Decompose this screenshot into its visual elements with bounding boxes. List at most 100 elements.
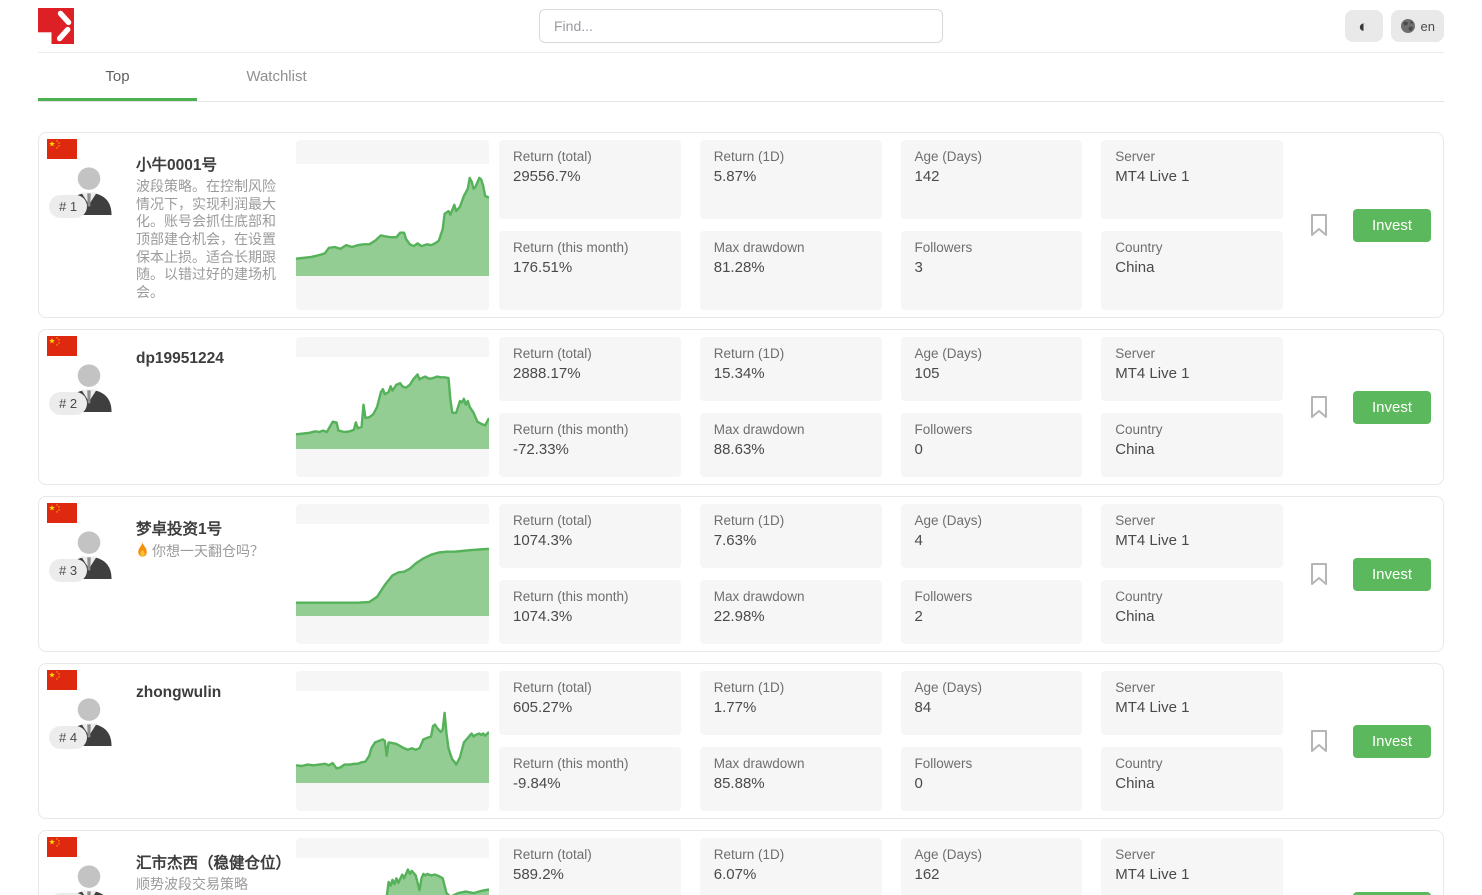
- china-flag-icon: [47, 139, 77, 159]
- stat-max-drawdown: Max drawdown 81.28%: [699, 231, 882, 310]
- stat-return-1d: Return (1D) 6.07%: [699, 838, 882, 895]
- rank-badge: # 3: [49, 559, 88, 582]
- search-input[interactable]: [539, 9, 943, 43]
- tab-top[interactable]: Top: [38, 53, 197, 101]
- stats-grid: Return (total) 29556.7% Return (1D) 5.87% …: [499, 140, 1283, 310]
- trader-name[interactable]: zhongwulin: [136, 684, 222, 701]
- card-actions: Invest: [1293, 664, 1443, 818]
- performance-chart[interactable]: [296, 504, 489, 644]
- chart-plot-area: [296, 523, 489, 616]
- trader-card: # 5 汇市杰西（稳健仓位） 顺势波段交易策略 Return (total)58…: [38, 830, 1444, 895]
- invest-button[interactable]: Invest: [1352, 557, 1431, 591]
- theme-toggle-button[interactable]: ◐: [1344, 10, 1383, 42]
- avatar[interactable]: [61, 861, 117, 895]
- trader-name[interactable]: 梦卓投资1号: [136, 521, 223, 538]
- bookmark-icon[interactable]: [1309, 729, 1329, 753]
- stats-grid: Return (total) 1074.3% Return (1D) 7.63% A…: [499, 504, 1283, 644]
- trader-card: # 4 zhongwulin Return (total) 605.27% Ret…: [38, 663, 1444, 819]
- stat-return-month: Return (this month) 1074.3%: [499, 580, 681, 644]
- header-divider: [38, 52, 1444, 53]
- chart-plot-area: [296, 690, 489, 783]
- stat-return-month: Return (this month) 176.51%: [499, 231, 681, 310]
- search-container: [539, 9, 943, 43]
- performance-chart[interactable]: [296, 671, 489, 811]
- stat-server: Server MT4 Live 1: [1101, 838, 1283, 895]
- stat-return-1d: Return (1D) 15.34%: [699, 337, 882, 401]
- trader-card: # 1 小牛0001号 波段策略。在控制风险情况下，实现利润最大化。账号会抓住底…: [38, 132, 1444, 318]
- stat-country: Country China: [1101, 580, 1283, 644]
- tab-bar: Top Watchlist: [38, 53, 1444, 102]
- top-bar: ◐ en: [0, 0, 1482, 52]
- stat-followers: Followers 0: [900, 413, 1083, 477]
- trader-info: # 3 梦卓投资1号 你想一天翻仓吗？: [39, 497, 296, 651]
- chart-plot-area: [296, 857, 489, 895]
- trader-description: 波段策略。在控制风险情况下，实现利润最大化。账号会抓住底部和顶部建仓机会，在设置…: [136, 178, 276, 300]
- invest-button[interactable]: Invest: [1352, 208, 1431, 242]
- bookmark-icon[interactable]: [1309, 213, 1329, 237]
- trader-name[interactable]: dp19951224: [136, 350, 224, 367]
- stat-return-1d: Return (1D) 5.87%: [699, 140, 882, 219]
- stat-return-total: Return (total) 605.27%: [499, 671, 681, 735]
- bookmark-icon[interactable]: [1309, 395, 1329, 419]
- rank-badge: # 2: [49, 392, 88, 415]
- china-flag-icon: [47, 837, 77, 857]
- stat-return-total: Return (total) 29556.7%: [499, 140, 681, 219]
- stat-return-total: Return (total) 2888.17%: [499, 337, 681, 401]
- stat-max-drawdown: Max drawdown 22.98%: [699, 580, 882, 644]
- globe-icon: [1400, 19, 1415, 33]
- stat-age-days: Age (Days) 84: [900, 671, 1083, 735]
- rank-badge: # 4: [49, 726, 88, 749]
- performance-chart[interactable]: [296, 838, 489, 895]
- language-label: en: [1420, 18, 1435, 34]
- trader-info: # 2 dp19951224: [39, 330, 296, 484]
- china-flag-icon: [47, 336, 77, 356]
- fire-icon: [136, 542, 149, 563]
- performance-chart[interactable]: [296, 140, 489, 310]
- stats-grid: Return (total) 605.27% Return (1D) 1.77% A…: [499, 671, 1283, 811]
- invest-button[interactable]: Invest: [1352, 891, 1431, 895]
- invest-button[interactable]: Invest: [1352, 390, 1431, 424]
- rank-badge: # 5: [49, 893, 88, 895]
- stat-age-days: Age (Days) 105: [900, 337, 1083, 401]
- stat-country: Country China: [1101, 231, 1283, 310]
- trader-name[interactable]: 汇市杰西（稳健仓位）: [136, 855, 292, 872]
- trader-description: 顺势波段交易策略: [136, 876, 248, 892]
- stat-followers: Followers 0: [900, 747, 1083, 811]
- card-actions: Invest: [1293, 133, 1443, 317]
- stat-age-days: Age (Days) 162: [900, 838, 1083, 895]
- stat-server: Server MT4 Live 1: [1101, 504, 1283, 568]
- trader-description: 你想一天翻仓吗？: [136, 542, 288, 563]
- chart-plot-area: [296, 356, 489, 449]
- stat-age-days: Age (Days) 4: [900, 504, 1083, 568]
- stat-return-total: Return (total) 1074.3%: [499, 504, 681, 568]
- stat-max-drawdown: Max drawdown 85.88%: [699, 747, 882, 811]
- stat-return-month: Return (this month) -9.84%: [499, 747, 681, 811]
- stat-followers: Followers 2: [900, 580, 1083, 644]
- stat-return-1d: Return (1D) 1.77%: [699, 671, 882, 735]
- trader-list: # 1 小牛0001号 波段策略。在控制风险情况下，实现利润最大化。账号会抓住底…: [38, 132, 1444, 895]
- card-actions: Invest: [1293, 330, 1443, 484]
- stats-grid: Return (total) 2888.17% Return (1D) 15.34%…: [499, 337, 1283, 477]
- app-logo-icon[interactable]: [38, 8, 74, 44]
- stat-server: Server MT4 Live 1: [1101, 671, 1283, 735]
- stat-server: Server MT4 Live 1: [1101, 140, 1283, 219]
- trader-card: # 3 梦卓投资1号 你想一天翻仓吗？ Return (total) 1074.3…: [38, 496, 1444, 652]
- stat-server: Server MT4 Live 1: [1101, 337, 1283, 401]
- language-button[interactable]: en: [1390, 10, 1444, 42]
- stat-return-total: Return (total) 589.2%: [499, 838, 681, 895]
- trader-name[interactable]: 小牛0001号: [136, 157, 217, 174]
- performance-chart[interactable]: [296, 337, 489, 477]
- rank-badge: # 1: [49, 195, 88, 218]
- stat-return-month: Return (this month) -72.33%: [499, 413, 681, 477]
- contrast-icon: ◐: [1358, 16, 1369, 36]
- bookmark-icon[interactable]: [1309, 562, 1329, 586]
- stats-grid: Return (total) 589.2% Return (1D) 6.07% Ag…: [499, 838, 1283, 895]
- trader-card: # 2 dp19951224 Return (total) 2888.17% Re…: [38, 329, 1444, 485]
- stat-return-1d: Return (1D) 7.63%: [699, 504, 882, 568]
- invest-button[interactable]: Invest: [1352, 724, 1431, 758]
- tab-watchlist[interactable]: Watchlist: [246, 68, 307, 85]
- stat-followers: Followers 3: [900, 231, 1083, 310]
- card-actions: Invest: [1293, 831, 1443, 895]
- china-flag-icon: [47, 503, 77, 523]
- stat-max-drawdown: Max drawdown 88.63%: [699, 413, 882, 477]
